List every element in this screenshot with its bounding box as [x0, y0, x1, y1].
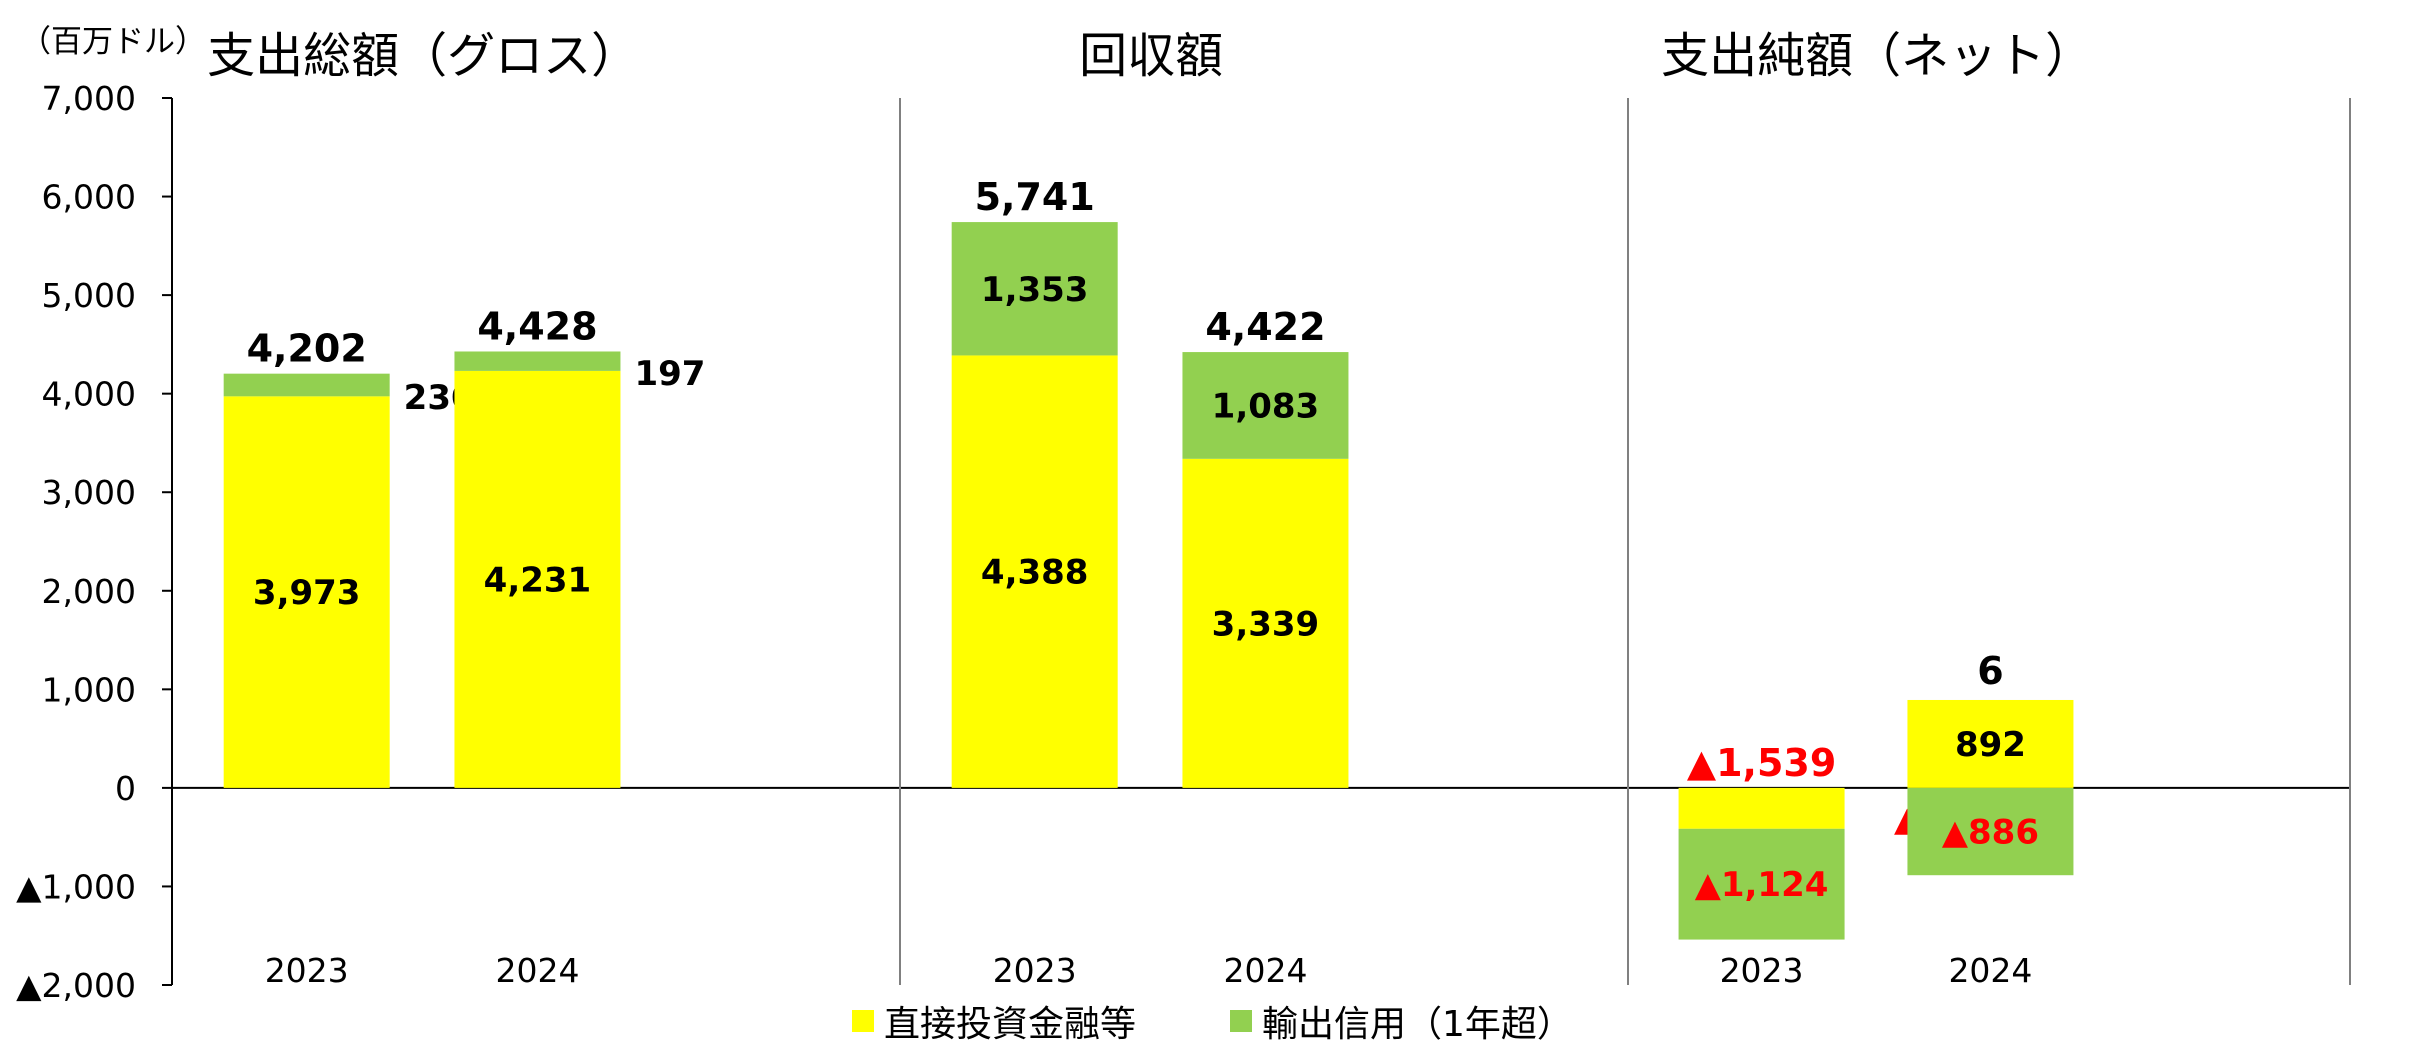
y-tick-label: 4,000: [42, 375, 136, 414]
bar-total-label: 4,422: [1205, 305, 1325, 349]
bar-direct-value-label: 892: [1955, 725, 2026, 765]
bar-export-value-label: 1,353: [981, 270, 1089, 310]
bar-direct: [1907, 699, 2074, 788]
bar-direct-value-label: 4,388: [981, 553, 1089, 593]
x-category-label: 2024: [1223, 951, 1307, 990]
bar-export-value-label: 197: [634, 354, 705, 394]
bar-direct: [951, 355, 1118, 788]
bar-direct-value-label: 3,973: [253, 573, 361, 613]
x-category-label: 2023: [1720, 951, 1804, 990]
y-tick-label: 1,000: [42, 670, 136, 709]
bar-total-label: 4,428: [477, 304, 597, 348]
legend-swatch-export: [1230, 1010, 1252, 1032]
bar-export: [223, 373, 390, 397]
y-unit-label: （百万ドル）: [20, 24, 206, 60]
y-tick-label: 0: [115, 769, 136, 808]
panel-title: 支出純額（ネット）: [1661, 28, 2093, 84]
y-tick-label: ▲2,000: [16, 966, 136, 1005]
y-tick-label: 2,000: [42, 572, 136, 611]
y-tick-label: 3,000: [42, 473, 136, 512]
bar-export-value-label: ▲1,124: [1695, 865, 1829, 905]
bar-export-value-label: 1,083: [1212, 386, 1320, 426]
bar-direct-value-label: 4,231: [484, 560, 592, 600]
bar-total-label: 6: [1977, 649, 2003, 693]
x-category-label: 2023: [265, 951, 349, 990]
bar-direct: [454, 370, 621, 788]
legend-label-export: 輸出信用（1年超）: [1262, 1004, 1573, 1045]
y-tick-label: 6,000: [42, 178, 136, 217]
x-category-label: 2024: [495, 951, 579, 990]
panel-title: 回収額: [1079, 28, 1223, 84]
bar-total-label: 5,741: [975, 175, 1095, 219]
bar-export: [951, 222, 1118, 356]
bar-direct-value-label: 3,339: [1212, 604, 1320, 644]
y-tick-label: ▲1,000: [16, 867, 136, 906]
x-category-label: 2024: [1948, 951, 2032, 990]
y-tick-label: 7,000: [42, 79, 136, 118]
bar-export: [454, 351, 621, 371]
y-tick-label: 5,000: [42, 276, 136, 315]
bar-export-value-label: ▲886: [1942, 813, 2039, 853]
bar-direct: [1182, 458, 1349, 788]
bar-export: [1678, 828, 1845, 940]
bar-direct: [1678, 787, 1845, 829]
legend-swatch-direct: [852, 1010, 874, 1032]
bar-total-label: ▲1,539: [1687, 741, 1836, 785]
x-category-label: 2023: [993, 951, 1077, 990]
panel-title: 支出総額（グロス）: [207, 28, 639, 84]
bar-export: [1907, 787, 2074, 876]
legend-label-direct: 直接投資金融等: [884, 1004, 1136, 1045]
bar-direct: [223, 396, 390, 788]
bar-export: [1182, 352, 1349, 459]
bar-total-label: 4,202: [247, 327, 367, 371]
